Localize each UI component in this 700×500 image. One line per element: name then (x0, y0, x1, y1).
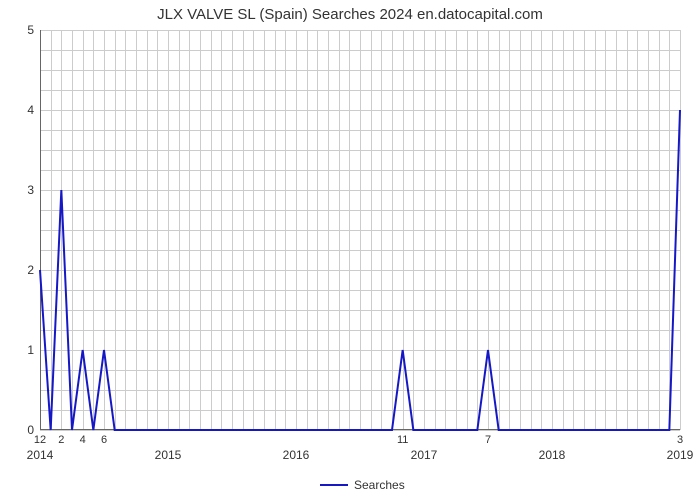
series-line (40, 30, 680, 430)
legend: Searches (320, 478, 405, 492)
y-tick-label: 5 (27, 23, 34, 37)
x-tick-label: 2019 (667, 448, 694, 462)
plot-area: 012345201420152016201720182019122461173 (40, 30, 680, 430)
x-tick-label: 2018 (539, 448, 566, 462)
point-label: 2 (58, 434, 64, 446)
legend-label: Searches (354, 478, 405, 492)
legend-swatch (320, 484, 348, 486)
point-label: 4 (80, 434, 86, 446)
point-label: 12 (34, 434, 46, 446)
x-tick-label: 2016 (283, 448, 310, 462)
chart-title: JLX VALVE SL (Spain) Searches 2024 en.da… (0, 6, 700, 23)
x-tick-label: 2017 (411, 448, 438, 462)
y-tick-label: 3 (27, 183, 34, 197)
point-label: 6 (101, 434, 107, 446)
point-label: 7 (485, 434, 491, 446)
point-label: 11 (397, 434, 408, 446)
y-tick-label: 2 (27, 263, 34, 277)
x-tick-label: 2015 (155, 448, 182, 462)
y-tick-label: 4 (27, 103, 34, 117)
gridline-vertical (680, 30, 681, 430)
y-tick-label: 1 (27, 343, 34, 357)
x-tick-label: 2014 (27, 448, 54, 462)
point-label: 3 (677, 434, 683, 446)
chart-container: JLX VALVE SL (Spain) Searches 2024 en.da… (0, 0, 700, 500)
